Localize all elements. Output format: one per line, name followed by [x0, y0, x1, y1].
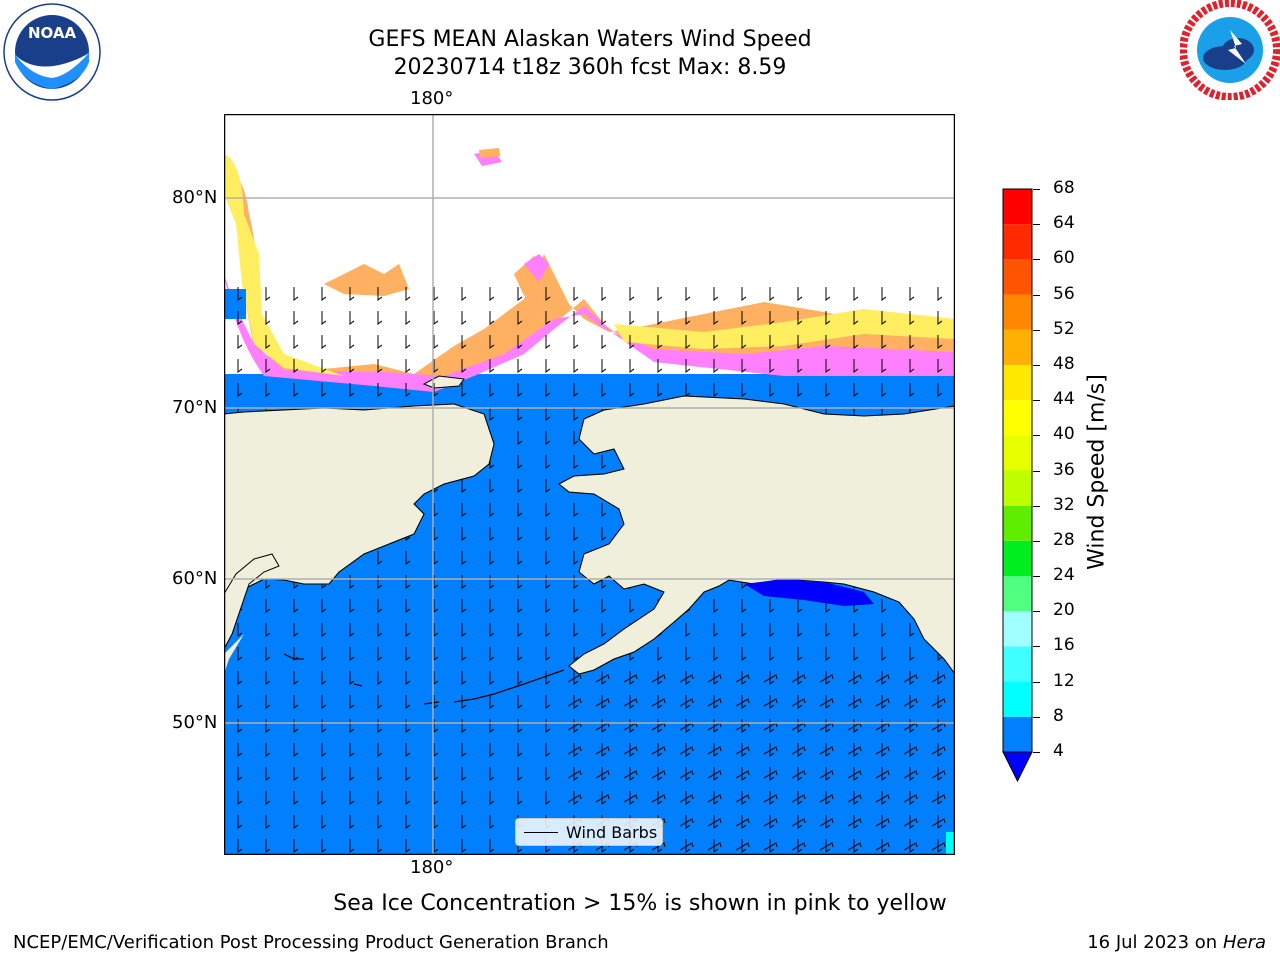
colorbar-tick-mark [1033, 576, 1040, 578]
footer-credit: NCEP/EMC/Verification Post Processing Pr… [13, 932, 609, 953]
lon-label-bottom: 180° [410, 857, 454, 878]
colorbar-tick-mark [1033, 189, 1040, 190]
colorbar-tick-label: 64 [1053, 213, 1075, 234]
chart-subtitle: 20230714 t18z 360h fcst Max: 8.59 [393, 55, 787, 80]
colorbar-segment [1003, 189, 1032, 225]
colorbar-segment [1003, 646, 1032, 682]
colorbar-segment [1003, 611, 1032, 647]
colorbar-tick-label: 32 [1053, 494, 1075, 515]
colorbar-tick-label: 52 [1053, 318, 1075, 339]
colorbar-tick-label: 44 [1053, 389, 1075, 410]
colorbar [1002, 188, 1033, 783]
colorbar-frame [1002, 188, 1033, 753]
colorbar-tick-mark [1033, 400, 1040, 402]
wind-barb-legend-line [524, 832, 558, 833]
lat-label-70: 70°N [172, 397, 218, 418]
colorbar-tick-label: 36 [1053, 459, 1075, 480]
footer-date-text: 16 Jul 2023 on [1087, 932, 1223, 953]
colorbar-tick-mark [1033, 646, 1040, 648]
map-legend: Wind Barbs [515, 818, 663, 846]
colorbar-label: Wind Speed [m/s] [1084, 374, 1110, 570]
colorbar-tick-mark [1033, 611, 1040, 613]
colorbar-segment [1003, 505, 1032, 541]
colorbar-segment [1003, 329, 1032, 365]
colorbar-extend-triangle [1002, 751, 1033, 783]
colorbar-tick-mark [1033, 259, 1040, 261]
colorbar-segment [1003, 470, 1032, 506]
noaa-logo-text: NOAA [28, 24, 77, 42]
footer-machine: Hera [1222, 932, 1266, 953]
colorbar-tick-label: 60 [1053, 248, 1075, 269]
colorbar-segment [1003, 540, 1032, 577]
colorbar-tick-label: 56 [1053, 283, 1075, 304]
lat-label-60: 60°N [172, 568, 218, 589]
lat-label-80: 80°N [172, 187, 218, 208]
colorbar-tick-label: 28 [1053, 529, 1075, 550]
colorbar-segment [1003, 681, 1032, 717]
map-panel [224, 114, 955, 855]
colorbar-segment [1003, 259, 1032, 295]
colorbar-segment [1003, 224, 1032, 260]
colorbar-segment [1003, 576, 1032, 612]
colorbar-segment [1003, 364, 1032, 401]
colorbar-segment [1003, 716, 1032, 752]
colorbar-tick-mark [1033, 435, 1040, 437]
noaa-logo-icon: NOAA [3, 3, 101, 101]
colorbar-tick-label: 24 [1053, 565, 1075, 586]
colorbar-tick-mark [1033, 681, 1040, 683]
colorbar-tick-mark [1033, 540, 1040, 542]
sea-ice-note: Sea Ice Concentration > 15% is shown in … [333, 891, 947, 916]
lat-label-50: 50°N [172, 712, 218, 733]
colorbar-tick-mark [1033, 224, 1040, 226]
colorbar-tick-label: 12 [1053, 670, 1075, 691]
legend-label: Wind Barbs [566, 823, 658, 842]
colorbar-tick-label: 48 [1053, 353, 1075, 374]
colorbar-tick-label: 16 [1053, 635, 1075, 656]
colorbar-tick-mark [1033, 752, 1040, 753]
colorbar-segment [1003, 400, 1032, 436]
colorbar-segment [1003, 435, 1032, 471]
colorbar-tick-mark [1033, 716, 1040, 718]
colorbar-tick-mark [1033, 329, 1040, 331]
colorbar-tick-label: 40 [1053, 424, 1075, 445]
footer-date: 16 Jul 2023 on Hera [1087, 932, 1266, 953]
colorbar-tick-mark [1033, 364, 1040, 366]
chart-title: GEFS MEAN Alaskan Waters Wind Speed [368, 27, 812, 52]
colorbar-tick-mark [1033, 294, 1040, 296]
colorbar-tick-label: 20 [1053, 600, 1075, 621]
nws-logo-icon [1180, 0, 1280, 100]
colorbar-tick-label: 68 [1053, 178, 1075, 198]
lon-label-top: 180° [410, 88, 454, 109]
colorbar-segment [1003, 294, 1032, 330]
colorbar-tick-mark [1033, 505, 1040, 507]
colorbar-tick-label: 4 [1053, 741, 1064, 761]
colorbar-tick-label: 8 [1053, 705, 1064, 726]
colorbar-tick-mark [1033, 470, 1040, 472]
